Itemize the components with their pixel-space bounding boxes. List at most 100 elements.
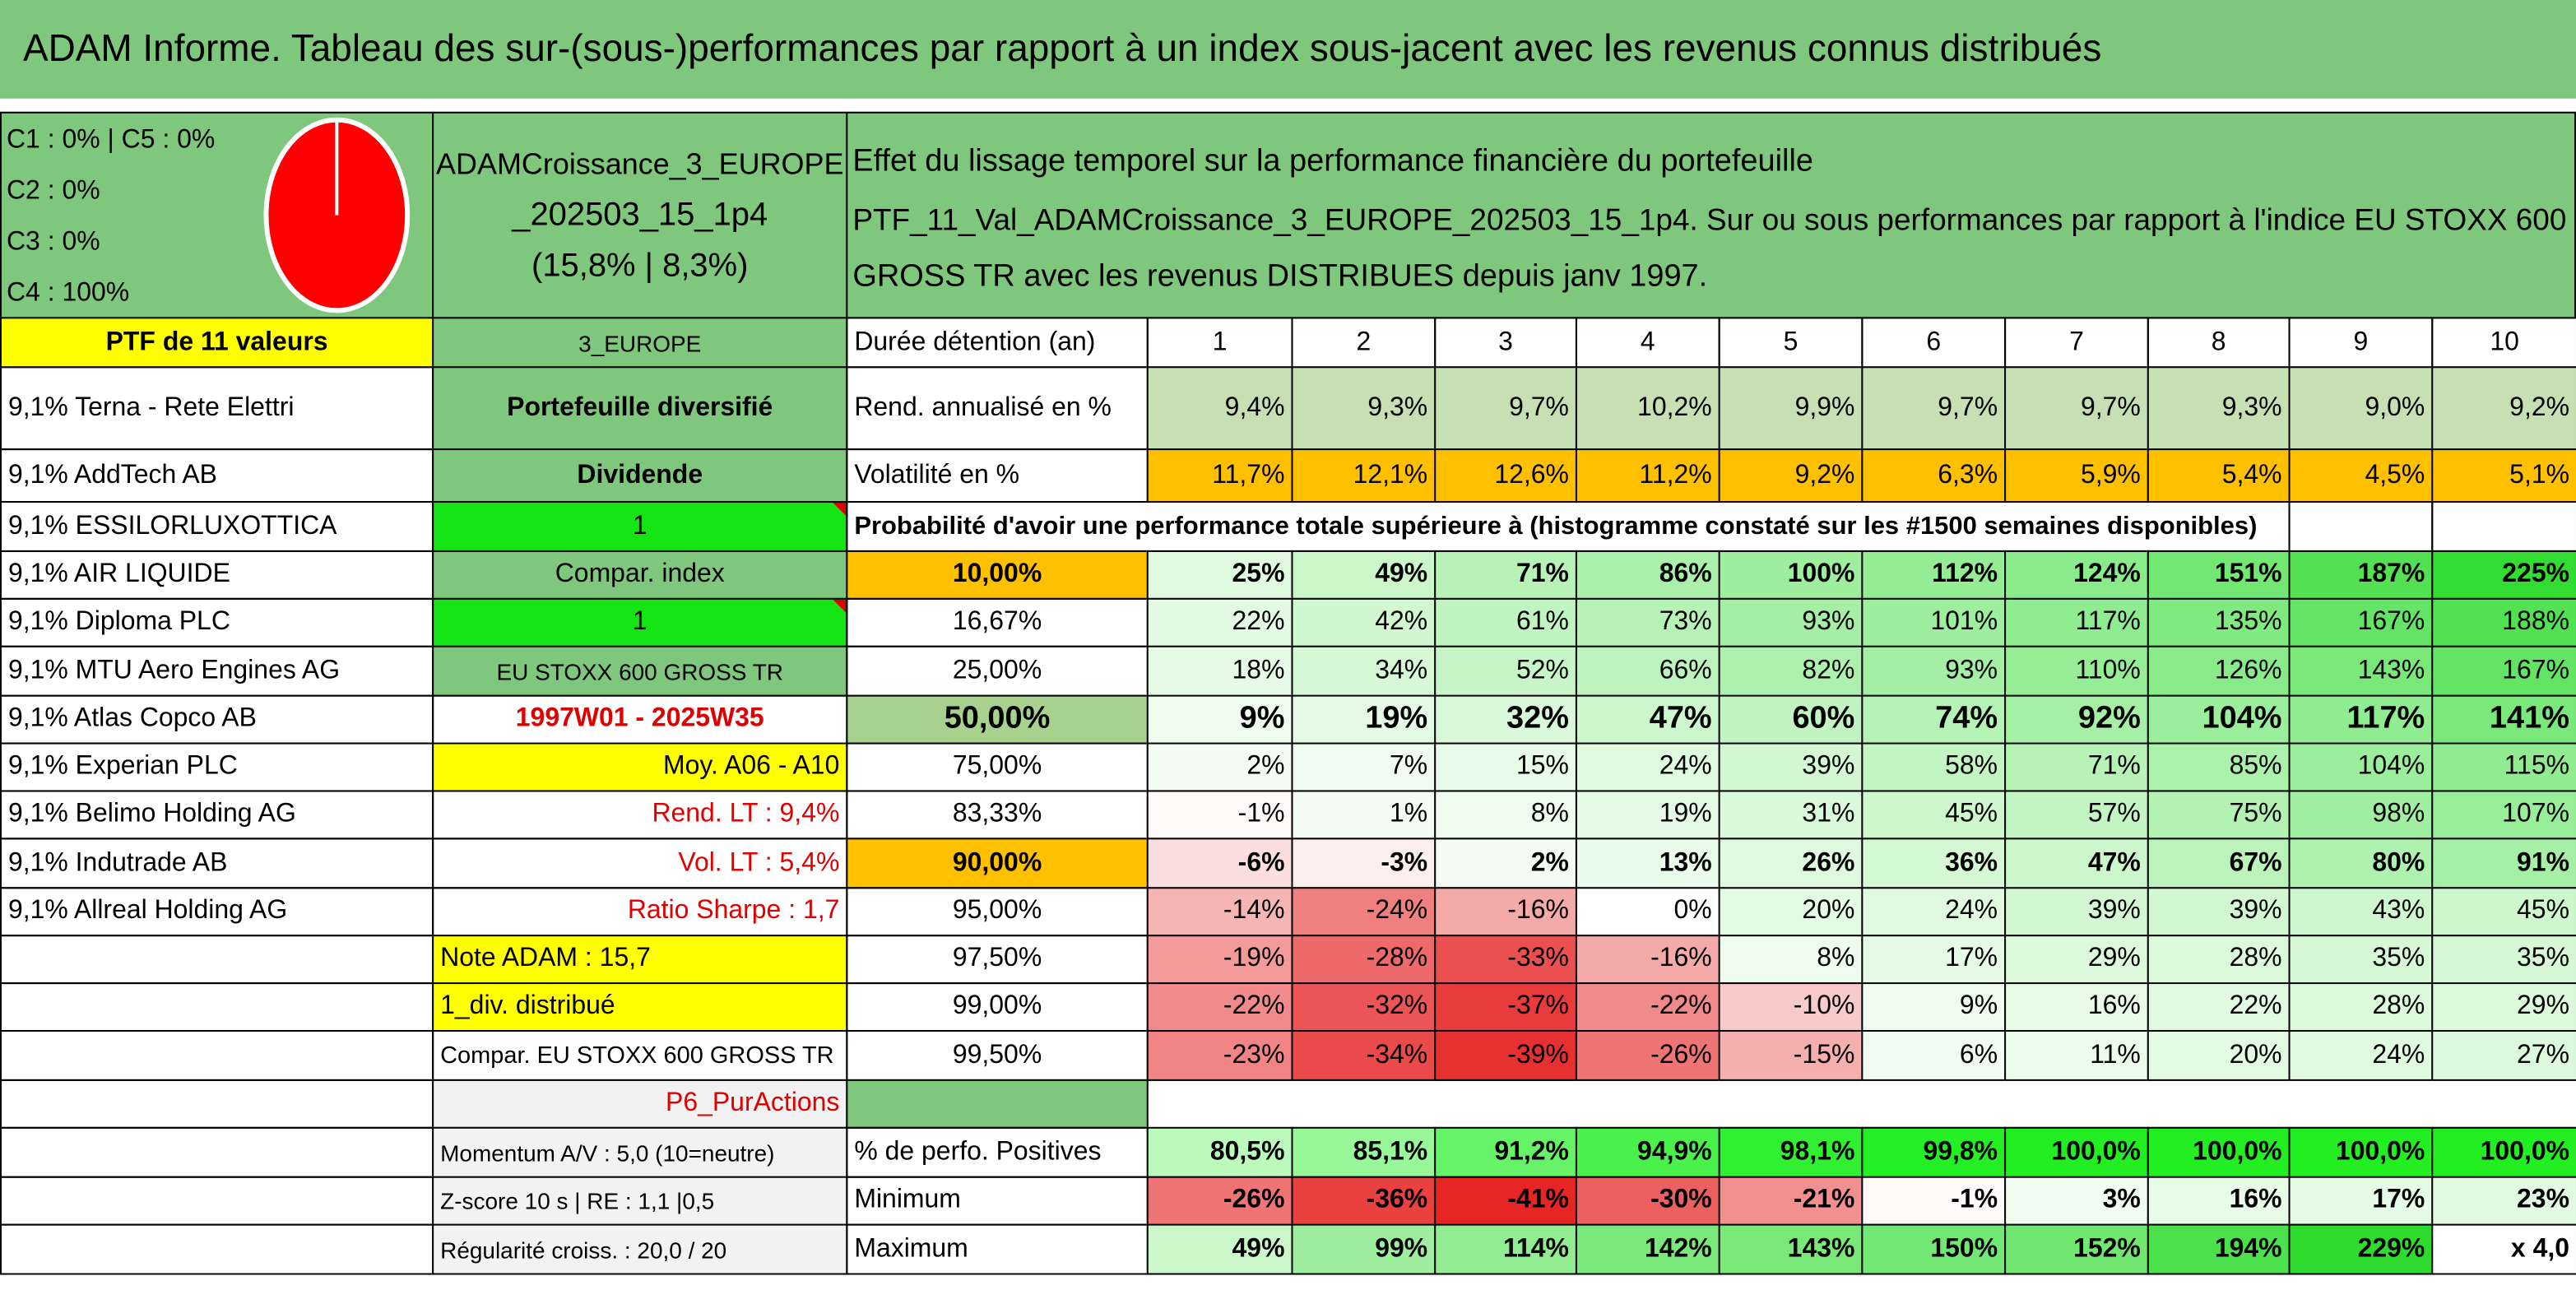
value: 9,4% (1146, 366, 1293, 451)
side-panel-item: Dividende (432, 448, 848, 503)
portfolio-line: ADAMCroissance_3_EUROPE (436, 147, 844, 181)
probability-value: 143% (2288, 645, 2434, 697)
probability-value: 0% (1575, 887, 1720, 937)
probability-value: 60% (1718, 694, 1864, 745)
probability-value: 71% (1434, 550, 1577, 600)
probability-value: 110% (2004, 645, 2149, 697)
probability-value: 135% (2147, 597, 2291, 647)
probability-value: 19% (1575, 790, 1720, 840)
probability-value: 117% (2004, 597, 2149, 647)
statistic-value: -26% (1146, 1176, 1293, 1226)
horizon: 7 (2004, 317, 2149, 369)
probability-value: 112% (1861, 550, 2007, 600)
probability-value: -15% (1718, 1029, 1864, 1081)
probability-value: 8% (1718, 935, 1864, 985)
side-panel-item: Compar. index (432, 550, 848, 600)
statistic-value: 80,5% (1146, 1126, 1293, 1178)
probability-value: 75% (2147, 790, 2291, 840)
probability-value: 115% (2431, 742, 2576, 792)
horizon: 4 (1575, 317, 1720, 369)
holding: 9,1% Indutrade AB (0, 838, 434, 889)
probability-value: 22% (1146, 597, 1293, 647)
probability-value: 35% (2431, 935, 2576, 985)
value: 9,2% (2431, 366, 2576, 451)
holding: 9,1% Diploma PLC (0, 597, 434, 647)
statistic-value: 100,0% (2004, 1126, 2149, 1178)
probability-value: 1% (1291, 790, 1437, 840)
probability-value: 39% (2004, 887, 2149, 937)
empty-cell (0, 1126, 434, 1178)
threshold: 75,00% (846, 742, 1149, 792)
probability-value: 24% (1861, 887, 2007, 937)
probability-value: -37% (1434, 982, 1577, 1032)
probability-value: 45% (1861, 790, 2007, 840)
probability-value: 167% (2431, 645, 2576, 697)
probability-value: -28% (1291, 935, 1437, 985)
allocation-line: C1 : 0% | C5 : 0% (6, 126, 216, 155)
probability-title: Probabilité d'avoir une performance tota… (846, 501, 2291, 552)
statistic-value: 49% (1146, 1223, 1293, 1275)
portfolio-block: ADAMCroissance_3_EUROPE _202503_15_1p4 (… (432, 111, 848, 319)
probability-value: 52% (1434, 645, 1577, 697)
statistic-value: -30% (1575, 1176, 1720, 1226)
probability-value: 25% (1146, 550, 1293, 600)
probability-value: -14% (1146, 887, 1293, 937)
value: 5,1% (2431, 448, 2576, 503)
probability-value: 34% (1291, 645, 1437, 697)
statistic-value: 85,1% (1291, 1126, 1437, 1178)
probability-value: -22% (1146, 982, 1293, 1032)
row-label: Rend. annualisé en % (846, 366, 1149, 451)
probability-value: 31% (1718, 790, 1864, 840)
probability-value: 71% (2004, 742, 2149, 792)
threshold: 90,00% (846, 838, 1149, 889)
holding: 9,1% ESSILORLUXOTTICA (0, 501, 434, 552)
statistic-value: 100,0% (2147, 1126, 2291, 1178)
row-label: % de perfo. Positives (846, 1126, 1149, 1178)
probability-value: -23% (1146, 1029, 1293, 1081)
statistic-value: 3% (2004, 1176, 2149, 1226)
statistic-value: -41% (1434, 1176, 1577, 1226)
value: 11,2% (1575, 448, 1720, 503)
threshold: 97,50% (846, 935, 1149, 985)
probability-value: 74% (1861, 694, 2007, 745)
side-panel-item: 1 (432, 501, 848, 552)
statistic-value: 143% (1718, 1223, 1864, 1275)
side-panel-item: 1 (432, 597, 848, 647)
probability-value: -3% (1291, 838, 1437, 889)
probability-value: 28% (2288, 982, 2434, 1032)
threshold: 99,50% (846, 1029, 1149, 1081)
probability-value: 141% (2431, 694, 2576, 745)
threshold: 16,67% (846, 597, 1149, 647)
side-panel-item: Rend. LT : 9,4% (432, 790, 848, 840)
horizon: 6 (1861, 317, 2007, 369)
probability-value: -26% (1575, 1029, 1720, 1081)
description-line: GROSS TR avec les revenus DISTRIBUES dep… (852, 259, 1708, 295)
title-band: ADAM Informe. Tableau des sur-(sous-)per… (0, 0, 2576, 99)
statistic-value: 23% (2431, 1176, 2576, 1226)
probability-value: -16% (1434, 887, 1577, 937)
allocation-block: C1 : 0% | C5 : 0% C2 : 0% C3 : 0% C4 : 1… (0, 111, 434, 319)
probability-value: 28% (2147, 935, 2291, 985)
statistic-value: 150% (1861, 1223, 2007, 1275)
allocation-line: C3 : 0% (6, 228, 100, 257)
probability-value: 117% (2288, 694, 2434, 745)
value: 9,7% (1861, 366, 2007, 451)
probability-value: 61% (1434, 597, 1577, 647)
statistic-value: 94,9% (1575, 1126, 1720, 1178)
probability-value: 19% (1291, 694, 1437, 745)
probability-value: 17% (1861, 935, 2007, 985)
probability-value: 47% (1575, 694, 1720, 745)
probability-value: -1% (1146, 790, 1293, 840)
probability-value: 7% (1291, 742, 1437, 792)
empty-cell (0, 935, 434, 985)
probability-value: 73% (1575, 597, 1720, 647)
row-label: Volatilité en % (846, 448, 1149, 503)
probability-value: 58% (1861, 742, 2007, 792)
portfolio-line: (15,8% | 8,3%) (531, 248, 749, 285)
empty-cell (0, 1223, 434, 1275)
probability-value: 66% (1575, 645, 1720, 697)
horizon: 9 (2288, 317, 2434, 369)
row-label: Minimum (846, 1176, 1149, 1226)
probability-value: -34% (1291, 1029, 1437, 1081)
probability-value: 107% (2431, 790, 2576, 840)
